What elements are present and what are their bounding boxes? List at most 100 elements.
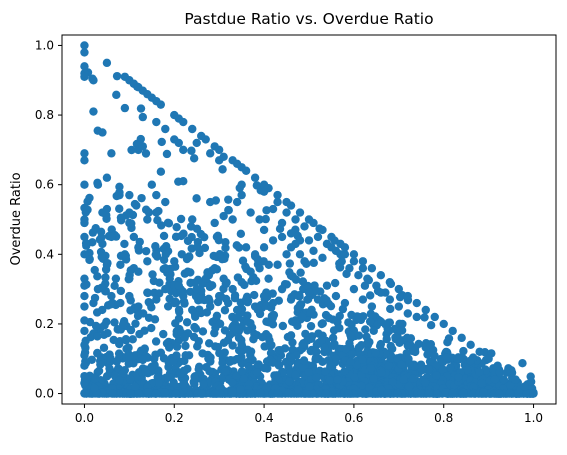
data-point <box>346 357 356 366</box>
data-point <box>131 319 140 328</box>
data-point <box>357 341 366 350</box>
data-point <box>174 281 183 290</box>
data-point <box>107 149 116 158</box>
data-point <box>237 190 246 200</box>
data-point <box>268 313 277 323</box>
data-point <box>93 272 102 281</box>
data-point <box>112 71 122 81</box>
data-point <box>354 312 364 322</box>
x-axis-ticks: 0.0 0.2 0.4 0.6 0.8 1.0 <box>75 404 543 425</box>
data-point <box>250 173 260 182</box>
data-point <box>298 277 308 286</box>
data-point <box>149 276 159 286</box>
data-point <box>446 363 455 372</box>
data-point <box>172 351 181 360</box>
data-point <box>134 267 143 276</box>
data-point <box>321 389 330 398</box>
data-point <box>304 368 313 377</box>
data-point <box>237 367 247 376</box>
data-point <box>499 375 509 385</box>
data-point <box>116 213 126 222</box>
data-point <box>448 388 457 398</box>
data-point <box>234 325 244 334</box>
data-point <box>313 295 323 304</box>
data-point <box>112 90 121 100</box>
data-point <box>377 368 386 378</box>
data-point <box>225 330 235 340</box>
data-point <box>365 317 375 326</box>
data-point <box>107 232 116 242</box>
data-point <box>182 254 192 264</box>
data-point <box>81 239 91 248</box>
data-point <box>273 389 283 398</box>
data-point <box>475 367 484 377</box>
data-point <box>83 205 92 214</box>
data-point <box>118 369 128 379</box>
data-point <box>303 294 313 304</box>
data-point <box>152 190 161 200</box>
data-point <box>371 348 380 358</box>
data-point <box>275 346 285 355</box>
data-point <box>116 298 125 308</box>
data-point <box>112 357 121 366</box>
data-point <box>236 385 245 394</box>
data-point <box>179 145 188 155</box>
data-point <box>406 334 416 343</box>
data-point <box>214 235 223 245</box>
data-point <box>444 334 454 343</box>
data-point <box>237 180 246 189</box>
data-point <box>219 274 228 283</box>
data-point <box>484 354 493 363</box>
data-point <box>161 250 170 259</box>
data-point <box>141 246 151 256</box>
data-point <box>409 374 418 383</box>
data-point <box>180 332 189 341</box>
data-point <box>341 344 351 354</box>
data-point <box>363 274 372 283</box>
data-point <box>151 389 161 398</box>
data-point <box>268 358 278 367</box>
data-point <box>297 312 307 321</box>
data-point <box>221 366 230 376</box>
data-point <box>88 228 98 237</box>
data-point <box>98 208 107 217</box>
data-point <box>137 193 146 203</box>
data-point <box>128 335 137 344</box>
data-point <box>147 180 157 189</box>
data-point <box>152 208 161 217</box>
data-point <box>140 344 149 353</box>
data-point <box>161 264 170 273</box>
data-point <box>277 218 287 228</box>
data-point <box>325 376 335 385</box>
data-point <box>326 301 336 311</box>
data-point <box>87 355 97 364</box>
data-point <box>243 326 252 335</box>
data-point <box>181 341 190 351</box>
data-point <box>331 246 341 256</box>
data-point <box>278 321 288 331</box>
data-point <box>285 259 295 268</box>
data-point <box>494 389 504 398</box>
data-point <box>189 154 199 163</box>
data-point <box>250 302 260 311</box>
data-point <box>221 237 230 247</box>
data-point <box>365 291 375 300</box>
data-point <box>93 284 103 294</box>
data-point <box>179 380 188 389</box>
data-point <box>367 302 377 311</box>
y-tick-label: 0.2 <box>35 317 54 331</box>
data-point <box>250 250 260 259</box>
data-point <box>197 295 206 304</box>
data-point <box>115 188 124 197</box>
data-point <box>150 315 160 324</box>
data-point <box>420 313 429 322</box>
data-point <box>313 232 323 242</box>
data-point <box>127 145 136 155</box>
data-point <box>358 389 368 398</box>
data-point <box>493 361 502 370</box>
data-point <box>259 243 269 252</box>
data-point <box>306 308 315 317</box>
data-point <box>183 267 192 276</box>
data-point <box>324 313 334 323</box>
data-point <box>89 298 98 308</box>
